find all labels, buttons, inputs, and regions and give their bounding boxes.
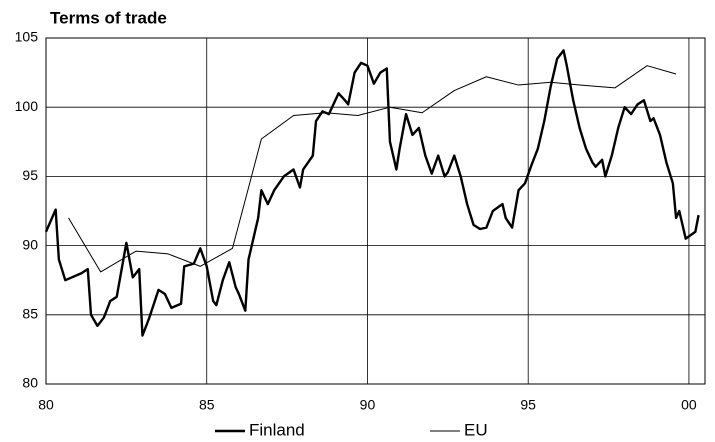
x-tick-label: 00 [681,397,697,413]
y-tick-label: 90 [22,236,38,252]
x-tick-label: 80 [38,397,54,413]
x-tick-label: 95 [520,397,536,413]
plot-frame [45,37,706,385]
legend-label: Finland [249,420,305,439]
y-tick-label: 100 [15,98,39,114]
y-tick-label: 105 [15,29,39,45]
legend-label: EU [464,420,488,439]
y-tick-label: 80 [22,375,38,391]
data-line [68,65,677,273]
data-line [44,49,700,337]
y-tick-label: 95 [22,167,38,183]
x-tick-label: 85 [199,397,215,413]
x-tick-label: 90 [360,397,376,413]
chart-title: Terms of trade [50,8,167,27]
y-tick-label: 85 [22,306,38,322]
